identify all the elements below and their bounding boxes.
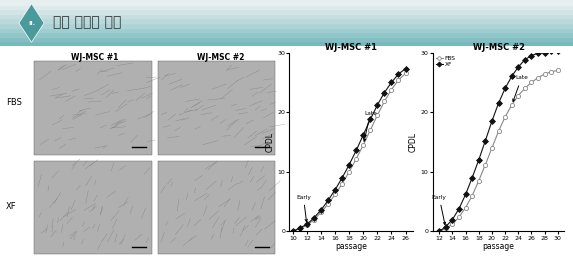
XF	[554, 49, 561, 52]
Legend: FBS, XF: FBS, XF	[435, 55, 456, 67]
FancyBboxPatch shape	[158, 161, 275, 254]
FBS	[469, 194, 476, 197]
Bar	[0, 9, 573, 14]
Bar	[0, 23, 573, 28]
Title: WJ-MSC #1: WJ-MSC #1	[325, 43, 377, 52]
XF	[449, 218, 456, 221]
XF	[476, 158, 482, 161]
FBS	[456, 216, 462, 219]
Text: Early: Early	[432, 195, 446, 225]
XF	[535, 52, 541, 55]
XF	[502, 87, 509, 90]
FBS	[462, 206, 469, 209]
FBS	[436, 230, 443, 233]
FBS	[495, 130, 502, 133]
Text: Early: Early	[296, 195, 311, 222]
Bar	[0, 4, 573, 9]
XF	[508, 75, 515, 78]
XF	[469, 176, 476, 179]
XF	[436, 230, 443, 233]
FBS	[528, 81, 535, 84]
Polygon shape	[19, 4, 44, 42]
XF	[482, 139, 489, 142]
Bar	[0, 28, 573, 32]
XF	[442, 225, 449, 228]
Bar	[0, 37, 573, 42]
Bar	[0, 14, 573, 18]
FBS	[482, 163, 489, 166]
FBS	[554, 69, 561, 72]
FBS	[548, 70, 555, 73]
Line: FBS: FBS	[437, 68, 560, 234]
XF	[456, 207, 462, 210]
FBS	[541, 73, 548, 76]
Text: XF: XF	[6, 202, 17, 211]
Text: FBS: FBS	[6, 98, 22, 107]
FBS	[521, 87, 528, 90]
XF	[541, 51, 548, 54]
FancyBboxPatch shape	[34, 61, 152, 155]
XF	[495, 102, 502, 105]
XF	[462, 193, 469, 196]
FancyBboxPatch shape	[158, 61, 275, 155]
XF	[515, 65, 522, 68]
Text: II.: II.	[28, 21, 35, 26]
Bar	[0, 42, 573, 46]
FBS	[442, 227, 449, 230]
FancyBboxPatch shape	[34, 161, 152, 254]
Text: Late: Late	[363, 111, 377, 141]
Title: WJ-MSC #2: WJ-MSC #2	[473, 43, 524, 52]
XF	[488, 120, 495, 123]
Y-axis label: CPDL: CPDL	[265, 132, 274, 152]
Bar	[0, 18, 573, 23]
Text: 품질 표준화 연구: 품질 표준화 연구	[53, 15, 121, 29]
XF	[528, 54, 535, 57]
X-axis label: passage: passage	[482, 242, 515, 251]
Text: WJ-MSC #2: WJ-MSC #2	[197, 53, 244, 62]
XF	[548, 50, 555, 53]
Text: Late: Late	[513, 75, 528, 102]
Y-axis label: CPDL: CPDL	[409, 132, 418, 152]
Line: XF: XF	[437, 49, 560, 234]
Text: WJ-MSC #1: WJ-MSC #1	[71, 53, 118, 62]
Bar	[0, 0, 573, 5]
FBS	[535, 76, 541, 79]
FBS	[508, 103, 515, 107]
Bar	[0, 32, 573, 37]
FBS	[488, 146, 495, 150]
FBS	[515, 94, 522, 97]
FBS	[449, 223, 456, 226]
X-axis label: passage: passage	[335, 242, 367, 251]
FBS	[502, 115, 509, 119]
FBS	[476, 179, 482, 182]
XF	[521, 58, 528, 61]
